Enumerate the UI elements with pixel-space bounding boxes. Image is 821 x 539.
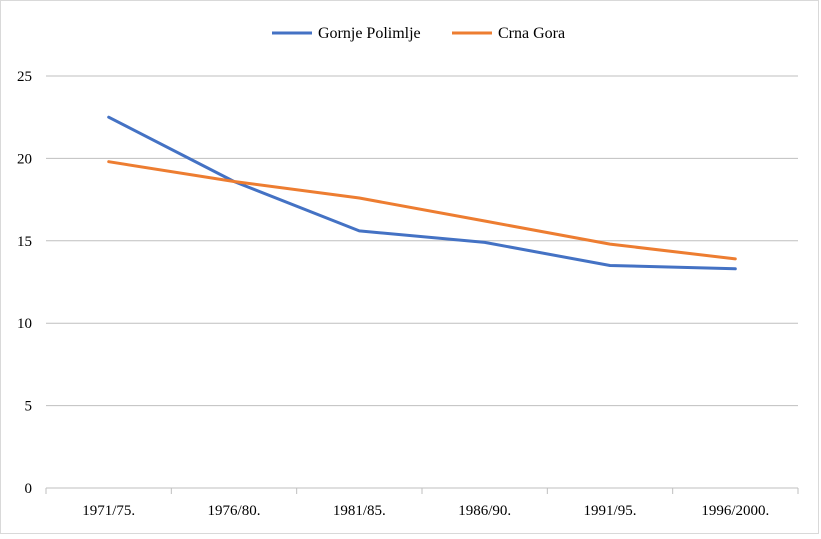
- legend-entry: Gornje Polimlje: [272, 25, 421, 42]
- x-tick-label: 1971/75.: [82, 503, 135, 519]
- y-tick-label: 20: [17, 151, 32, 167]
- y-tick-labels: 0 5 10 15 20 25: [17, 69, 32, 497]
- series-line-1: [107, 115, 737, 271]
- axes: [45, 487, 799, 494]
- legend-label: Crna Gora: [498, 25, 565, 42]
- x-tick-label: 1981/85.: [333, 503, 386, 519]
- x-tick-label: 1976/80.: [208, 503, 261, 519]
- x-tick-label: 1996/2000.: [701, 503, 769, 519]
- x-tick-label: 1991/95.: [584, 503, 637, 519]
- x-tick-label: 1986/90.: [458, 503, 511, 519]
- gridlines: [46, 75, 798, 407]
- y-tick-label: 10: [17, 316, 32, 332]
- x-tick-labels: 1971/75. 1976/80. 1981/85. 1986/90. 1991/95.…: [82, 503, 769, 519]
- series-lines: [107, 115, 737, 271]
- series-line-2: [107, 160, 737, 261]
- legend-entry: Crna Gora: [452, 25, 565, 42]
- y-tick-label: 25: [17, 69, 32, 85]
- y-tick-label: 15: [17, 234, 32, 250]
- legend: Gornje Polimlje Crna Gora: [272, 25, 565, 42]
- y-tick-label: 5: [25, 399, 33, 415]
- legend-label: Gornje Polimlje: [318, 25, 421, 42]
- y-tick-label: 0: [25, 481, 33, 497]
